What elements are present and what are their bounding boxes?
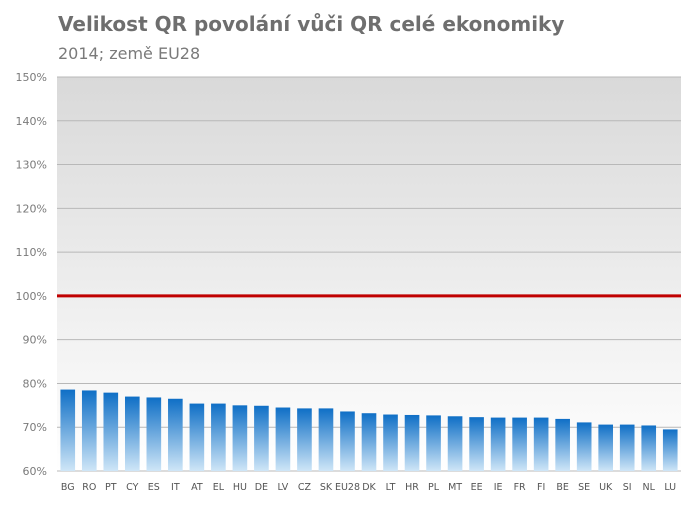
x-tick-label: SI	[623, 482, 632, 493]
x-tick-label: RO	[82, 482, 96, 493]
bar-eu28	[340, 411, 355, 471]
x-tick-label: HU	[233, 482, 247, 493]
bar-pt	[103, 392, 119, 471]
bar-fr	[512, 417, 527, 471]
y-tick-label: 150%	[16, 71, 47, 84]
bar-ee	[469, 417, 484, 471]
y-tick-label: 120%	[16, 202, 47, 215]
x-tick-label: LV	[278, 482, 289, 493]
x-tick-label: NL	[643, 482, 656, 493]
bar-si	[619, 424, 635, 471]
x-tick-label: CY	[126, 482, 138, 493]
bar-hr	[404, 414, 420, 471]
y-tick-label: 70%	[23, 421, 47, 434]
y-tick-label: 60%	[23, 465, 47, 478]
bar-el	[211, 403, 226, 471]
x-tick-label: AT	[191, 482, 203, 493]
x-tick-label: BG	[61, 482, 75, 493]
bar-cy	[124, 396, 140, 471]
bar-lt	[383, 414, 398, 471]
x-tick-label: IT	[171, 482, 180, 493]
x-tick-label: EL	[213, 482, 225, 493]
x-tick-label: FI	[537, 482, 545, 493]
x-tick-label: DE	[255, 482, 268, 493]
bar-lv	[275, 407, 291, 471]
x-tick-label: PT	[105, 482, 117, 493]
x-tick-label: BE	[556, 482, 569, 493]
bar-cz	[297, 408, 312, 471]
x-tick-label: UK	[599, 482, 613, 493]
bar-fi	[533, 417, 549, 471]
x-tick-label: LU	[664, 482, 676, 493]
bar-pl	[426, 415, 441, 471]
x-tick-label: PL	[428, 482, 440, 493]
x-tick-label: HR	[405, 482, 419, 493]
x-tick-label: FR	[514, 482, 526, 493]
y-tick-label: 140%	[16, 115, 47, 128]
x-tick-label: EU28	[335, 482, 360, 493]
bar-nl	[641, 425, 657, 471]
x-tick-label: LT	[386, 482, 396, 493]
x-tick-label: SK	[320, 482, 333, 493]
bar-ie	[490, 417, 506, 471]
bar-be	[555, 418, 570, 471]
y-tick-label: 100%	[16, 290, 47, 303]
bar-at	[189, 403, 205, 471]
bar-lu	[662, 429, 678, 471]
x-tick-label: MT	[448, 482, 462, 493]
bar-it	[168, 398, 183, 471]
x-tick-label: IE	[494, 482, 503, 493]
bar-bg	[60, 389, 76, 471]
bar-dk	[361, 413, 377, 471]
bar-sk	[318, 408, 334, 471]
y-tick-label: 130%	[16, 159, 47, 172]
chart-title: Velikost QR povolání vůči QR celé ekonom…	[58, 12, 565, 36]
bar-uk	[598, 424, 614, 471]
chart-subtitle: 2014; země EU28	[58, 44, 201, 63]
x-tick-label: CZ	[298, 482, 312, 493]
x-tick-label: ES	[148, 482, 160, 493]
y-tick-label: 110%	[16, 246, 47, 259]
bar-hu	[232, 405, 248, 471]
bar-mt	[447, 416, 463, 471]
x-tick-label: SE	[578, 482, 590, 493]
x-tick-label: DK	[362, 482, 376, 493]
x-tick-label: EE	[471, 482, 483, 493]
bar-de	[254, 405, 269, 471]
y-tick-label: 80%	[23, 377, 47, 390]
y-tick-label: 90%	[23, 334, 47, 347]
bar-es	[146, 397, 162, 471]
bar-se	[576, 422, 592, 471]
bar-ro	[81, 390, 97, 471]
